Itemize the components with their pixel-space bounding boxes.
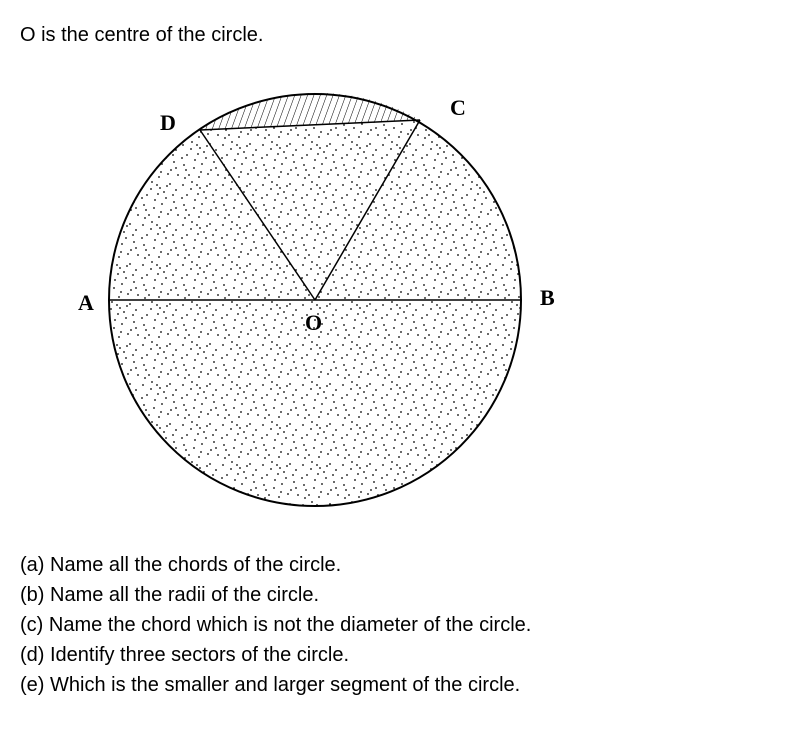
question-c: (c) Name the chord which is not the diam… (20, 610, 780, 640)
svg-text:A: A (78, 290, 94, 315)
svg-text:B: B (540, 285, 555, 310)
svg-text:O: O (305, 310, 322, 335)
svg-text:C: C (450, 95, 466, 120)
questions-list: (a) Name all the chords of the circle. (… (20, 550, 780, 700)
diagram-container: A B C D O (20, 60, 780, 530)
svg-text:D: D (160, 110, 176, 135)
question-a: (a) Name all the chords of the circle. (20, 550, 780, 580)
circle-diagram: A B C D O (20, 60, 580, 530)
question-d: (d) Identify three sectors of the circle… (20, 640, 780, 670)
question-b: (b) Name all the radii of the circle. (20, 580, 780, 610)
intro-text: O is the centre of the circle. (20, 20, 780, 50)
question-e: (e) Which is the smaller and larger segm… (20, 670, 780, 700)
